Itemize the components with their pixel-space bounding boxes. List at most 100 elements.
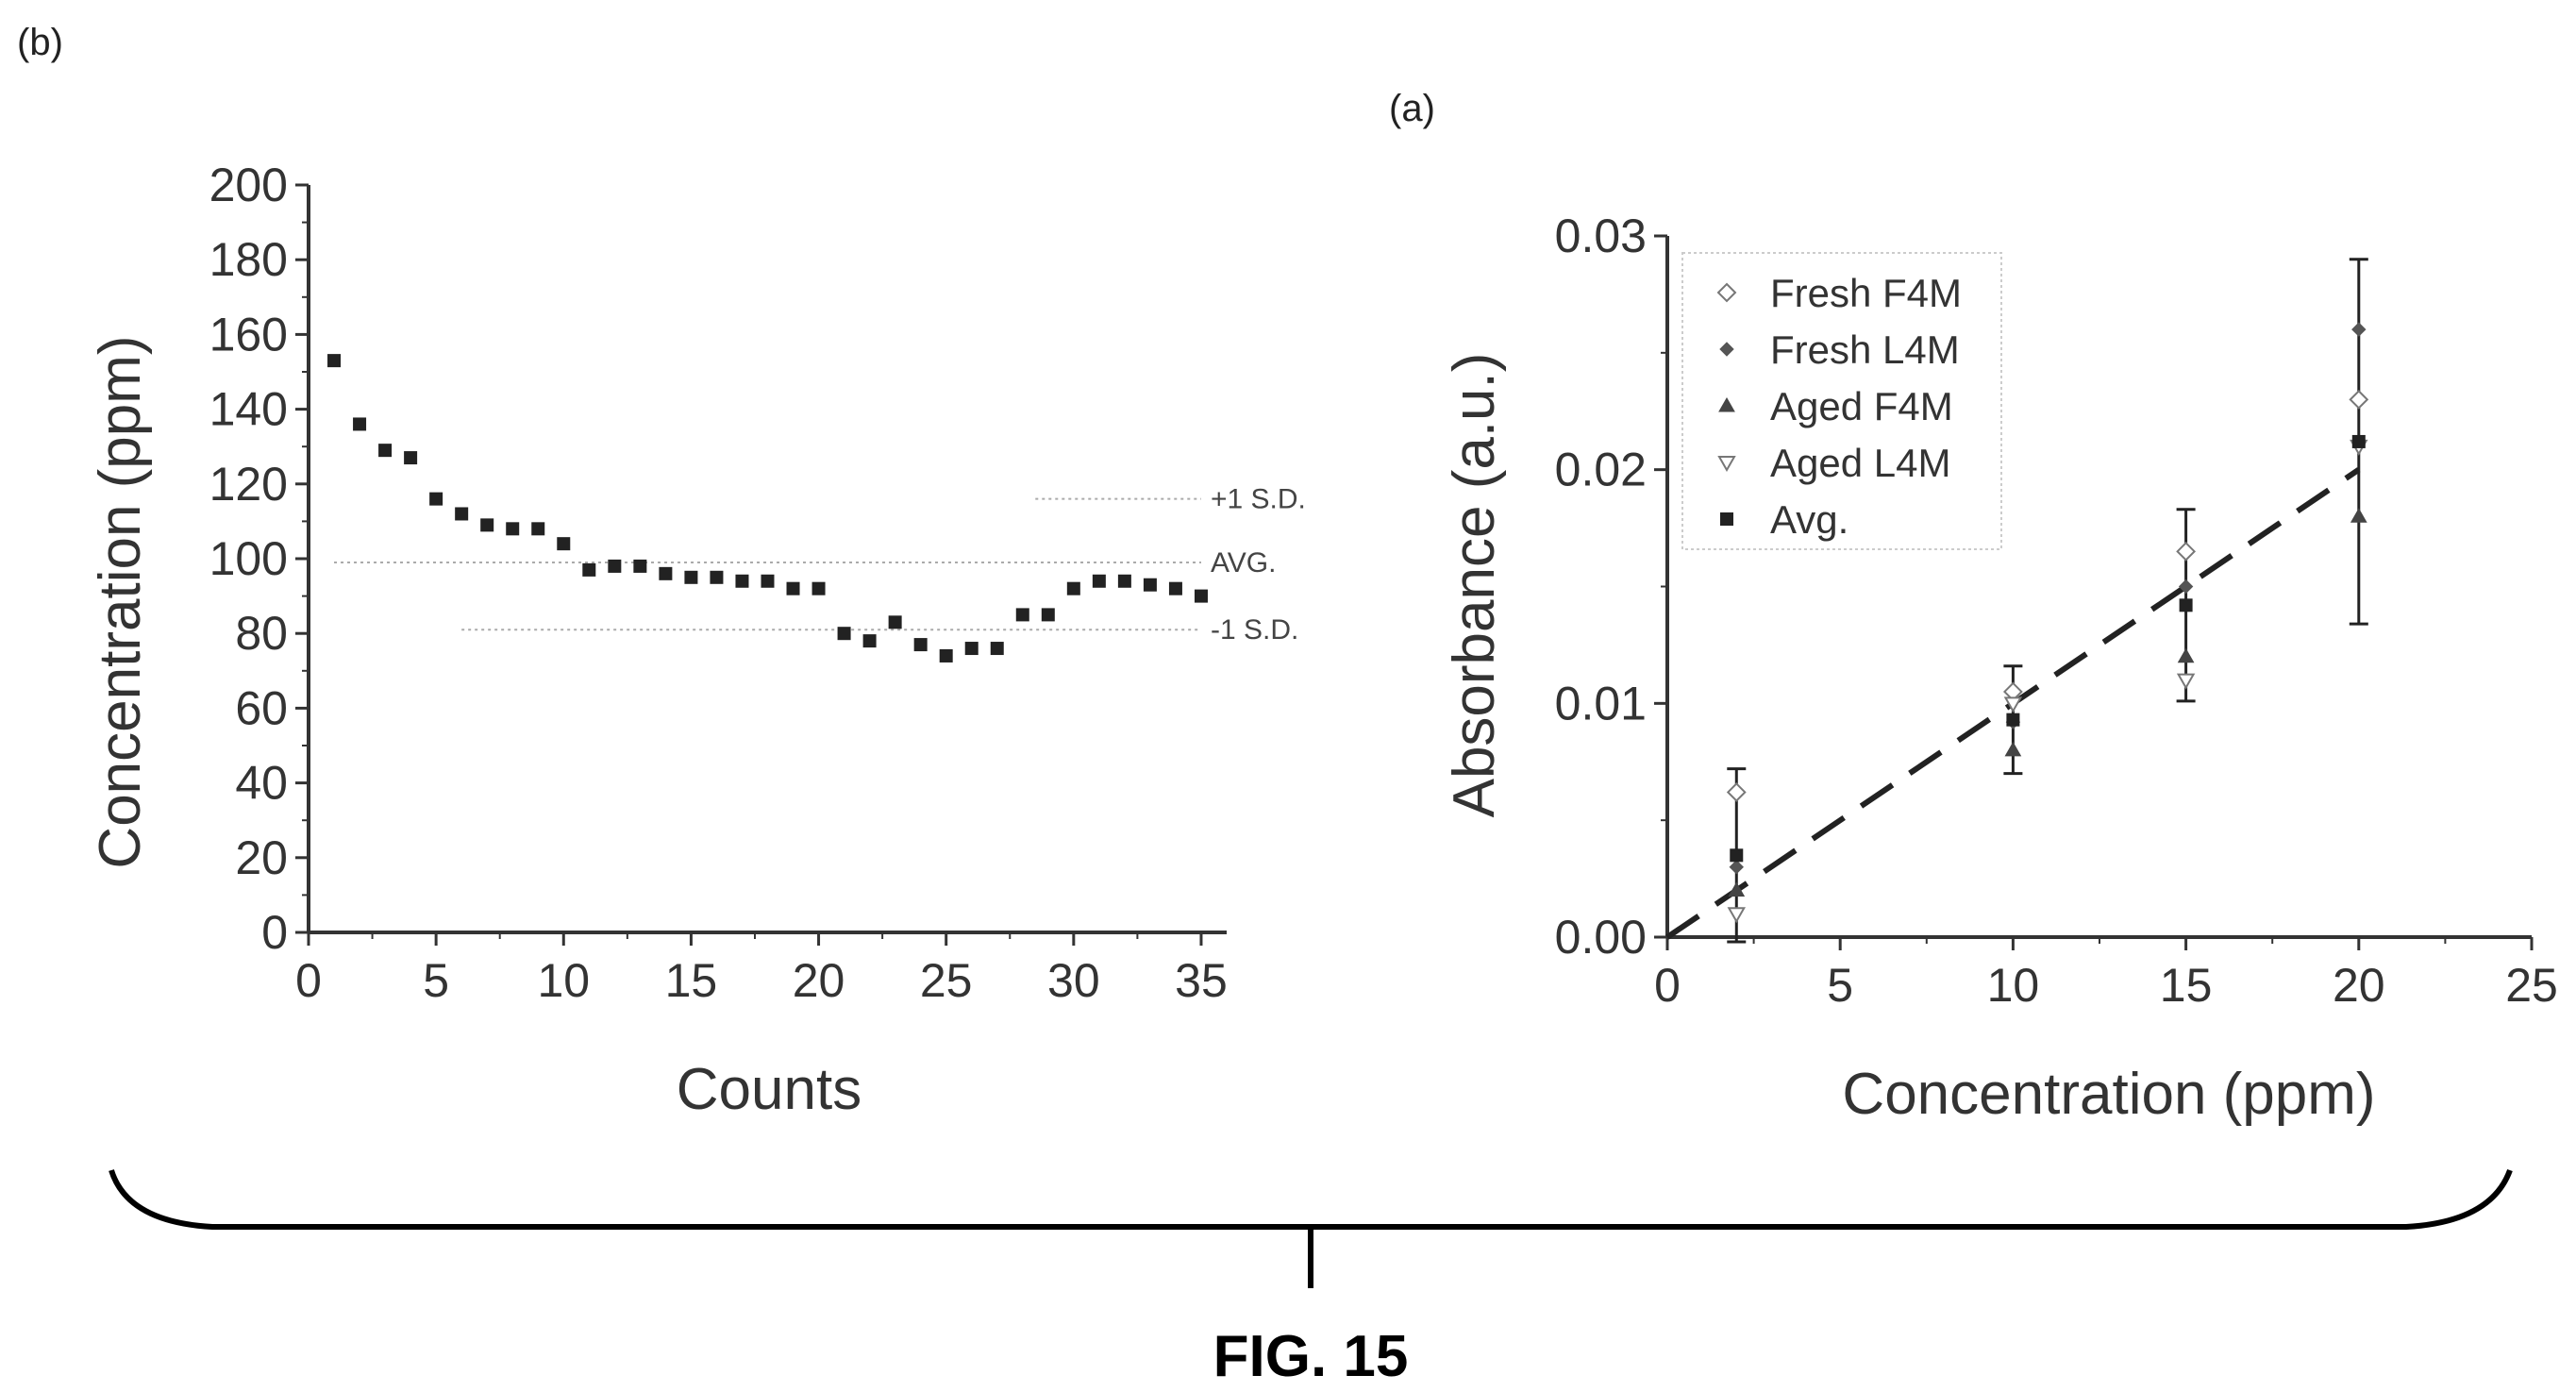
- chart-b-y-axis-title: Concentration (ppm): [88, 335, 153, 868]
- chart-a-legend: Fresh F4M Fresh L4M Aged F4M Aged L4M Avg.: [1681, 252, 2002, 550]
- chart-b-y-tick-label: 60: [235, 681, 288, 734]
- chart-b-y-tick-label: 40: [235, 757, 288, 810]
- chart-a-x-tick-label: 0: [1654, 959, 1681, 1012]
- chart-b-y-tick-label: 80: [235, 607, 288, 660]
- chart-a-point: [1729, 859, 1744, 875]
- chart-a-legend-label: Aged L4M: [1770, 441, 1950, 485]
- chart-b-point: [1117, 574, 1131, 588]
- chart-a-legend-marker: [1719, 342, 1734, 357]
- chart-a-axes: 0.00 0.01 0.02 0.03 0 5 10 15 20 25: [1555, 210, 2558, 1012]
- chart-b-point: [608, 559, 622, 573]
- chart-b-y-tick-label: 20: [235, 831, 288, 884]
- chart-b-point: [557, 537, 571, 551]
- chart-b-point: [455, 507, 469, 521]
- chart-a-legend-marker: [1718, 396, 1735, 412]
- chart-b-point: [837, 627, 851, 641]
- chart-b-reference-lines: +1 S.D. AVG. -1 S.D.: [334, 484, 1306, 646]
- chart-b-point: [404, 451, 418, 465]
- chart-a-legend-label: Fresh F4M: [1770, 271, 1962, 315]
- chart-a-legend-label: Aged F4M: [1770, 384, 1953, 428]
- chart-b-y-tick-label: 180: [209, 233, 288, 286]
- chart-a-point: [2003, 696, 2023, 713]
- chart-b-point: [1194, 589, 1208, 603]
- chart-a-x-axis-title: Concentration (ppm): [1842, 1062, 2375, 1127]
- chart-b-x-tick-label: 20: [793, 954, 845, 1007]
- chart-a-y-axis-title: Absorbance (a.u.): [1442, 353, 1507, 818]
- chart-a-x-tick-label: 25: [2505, 959, 2558, 1012]
- chart-a-legend-label: Fresh L4M: [1770, 327, 1960, 372]
- chart-a-point: [1726, 782, 1747, 802]
- chart-a-x-tick-label: 20: [2333, 959, 2385, 1012]
- chart-b-y-tick-label: 100: [209, 532, 288, 585]
- chart-a-point: [2004, 741, 2022, 757]
- chart-b-point: [506, 522, 520, 536]
- chart-b-point: [735, 574, 749, 588]
- chart-a-point: [2350, 508, 2367, 523]
- chart-b-x-axis-title: Counts: [677, 1057, 861, 1122]
- chart-b-point: [378, 444, 393, 458]
- chart-b-point: [1143, 578, 1157, 592]
- chart-a-legend-marker: [1716, 282, 1737, 303]
- chart-a-y-tick-label: 0.01: [1555, 677, 1647, 730]
- chart-b-x-tick-label: 5: [423, 954, 449, 1007]
- chart-b-x-tick-label: 25: [920, 954, 973, 1007]
- chart-a-legend-marker: [1720, 512, 1733, 526]
- chart-b-point: [684, 570, 698, 584]
- chart-b-point: [633, 559, 647, 573]
- chart-a-legend-label: Avg.: [1770, 497, 1848, 542]
- chart-b-point: [429, 492, 443, 506]
- chart-b-point: [480, 518, 494, 532]
- absorbance-concentration-chart: 0.000.010.020.030 5 10 15 20 25 Fresh F4MFres…: [1442, 210, 2558, 1127]
- chart-a-y-tick-label: 0.03: [1555, 210, 1647, 262]
- chart-b-point: [1168, 581, 1182, 595]
- chart-b-x-tick-label: 35: [1175, 954, 1228, 1007]
- chart-a-legend-marker: [1717, 456, 1736, 473]
- chart-b-point: [659, 566, 673, 580]
- chart-a-legend-box: [1681, 252, 2002, 550]
- chart-a-point: [2006, 713, 2020, 727]
- chart-b-point: [862, 634, 877, 648]
- chart-a-y-tick-label: 0.02: [1555, 444, 1647, 496]
- chart-a-x-tick-label: 15: [2160, 959, 2213, 1012]
- chart-b-point: [811, 581, 826, 595]
- chart-b-y-tick-label: 0: [261, 906, 288, 959]
- chart-a-point: [2178, 579, 2194, 595]
- panel-label-b: (b): [17, 22, 63, 63]
- chart-a-point: [2349, 389, 2369, 410]
- chart-b-point: [1066, 581, 1080, 595]
- chart-b-point: [353, 417, 367, 431]
- chart-b-y-tick-label: 160: [209, 308, 288, 361]
- chart-a-y-tick-label: 0.00: [1555, 911, 1647, 964]
- chart-b-point: [990, 642, 1004, 656]
- chart-a-point: [2176, 541, 2197, 562]
- chart-b-point: [786, 581, 800, 595]
- chart-b-point: [888, 615, 902, 629]
- chart-a-point: [1730, 848, 1744, 863]
- chart-b-x-tick-label: 0: [295, 954, 322, 1007]
- chart-a-point: [2177, 647, 2195, 663]
- chart-b-points: [327, 354, 1208, 662]
- chart-b-reference-label: AVG.: [1211, 547, 1276, 579]
- chart-a-point: [1727, 907, 1747, 924]
- chart-b-point: [1041, 608, 1055, 622]
- chart-b-x-tick-label: 15: [665, 954, 718, 1007]
- figure-title: FIG. 15: [1213, 1324, 1409, 1389]
- chart-a-point: [2179, 598, 2193, 612]
- chart-b-x-tick-label: 10: [537, 954, 590, 1007]
- chart-b-y-tick-label: 120: [209, 458, 288, 511]
- chart-b-point: [939, 648, 953, 662]
- chart-b-point: [710, 570, 724, 584]
- chart-b-axes: 0 20 40 60 80 100 120 140 160 180 200 0 5 10 15 20 25 30 3…: [209, 159, 1228, 1007]
- chart-b-point: [761, 574, 775, 588]
- chart-b-point: [1015, 608, 1029, 622]
- chart-a-point: [1728, 881, 1746, 897]
- chart-b-point: [913, 638, 928, 652]
- chart-b-point: [964, 642, 979, 656]
- chart-b-y-tick-label: 200: [209, 159, 288, 211]
- chart-a-points: [1726, 322, 2369, 924]
- chart-a-point: [2176, 673, 2196, 690]
- figure-bracket: [109, 1168, 2513, 1230]
- chart-b-reference-label: +1 S.D.: [1211, 484, 1306, 515]
- counts-concentration-chart: 0 20 40 60 80 100 120 140 160 180 200 0 5 10 15 20 25 30 3…: [88, 159, 1306, 1122]
- chart-b-point: [531, 522, 545, 536]
